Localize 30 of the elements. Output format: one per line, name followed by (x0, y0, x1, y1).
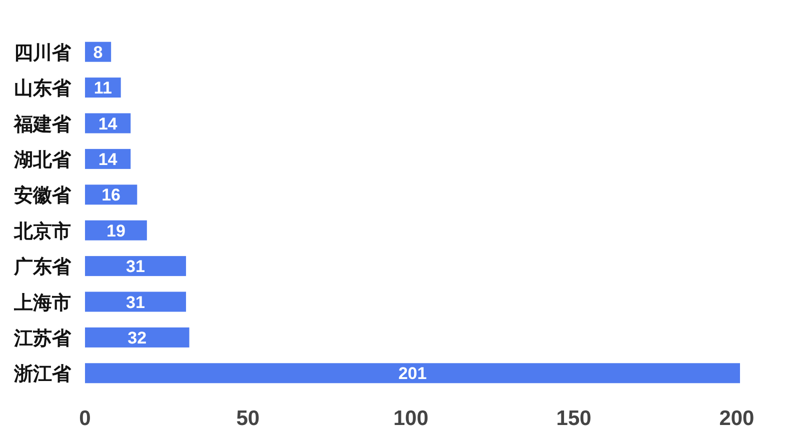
y-tick-label: 浙江省 (13, 363, 72, 386)
data-label: 8 (93, 42, 103, 62)
y-tick-label: 福建省 (13, 113, 72, 136)
y-tick-label: 上海市 (13, 292, 71, 314)
data-label: 31 (126, 292, 145, 312)
bar (85, 363, 740, 384)
data-label: 32 (128, 328, 147, 348)
bar (85, 292, 186, 312)
x-tick-label: 0 (79, 407, 91, 430)
bar (85, 220, 147, 240)
x-tick-label: 50 (236, 407, 260, 430)
y-tick-label: 山东省 (14, 78, 72, 100)
y-tick-label: 四川省 (14, 42, 72, 64)
data-label: 19 (106, 221, 126, 240)
data-label: 14 (98, 150, 118, 169)
x-tick-label: 150 (556, 407, 592, 430)
bar (85, 327, 190, 348)
data-label: 201 (398, 364, 427, 384)
data-label: 31 (126, 257, 145, 276)
y-tick-label: 广东省 (13, 256, 72, 278)
bar (85, 256, 186, 276)
data-label: 14 (98, 114, 118, 134)
x-tick-label: 200 (719, 407, 754, 430)
y-tick-label: 安徽省 (14, 184, 72, 207)
data-label: 16 (102, 186, 121, 205)
y-tick-label: 江苏省 (13, 327, 72, 350)
x-tick-label: 100 (393, 407, 428, 430)
y-tick-label: 北京市 (13, 220, 71, 242)
data-label: 11 (94, 78, 112, 98)
y-tick-label: 湖北省 (13, 148, 72, 171)
